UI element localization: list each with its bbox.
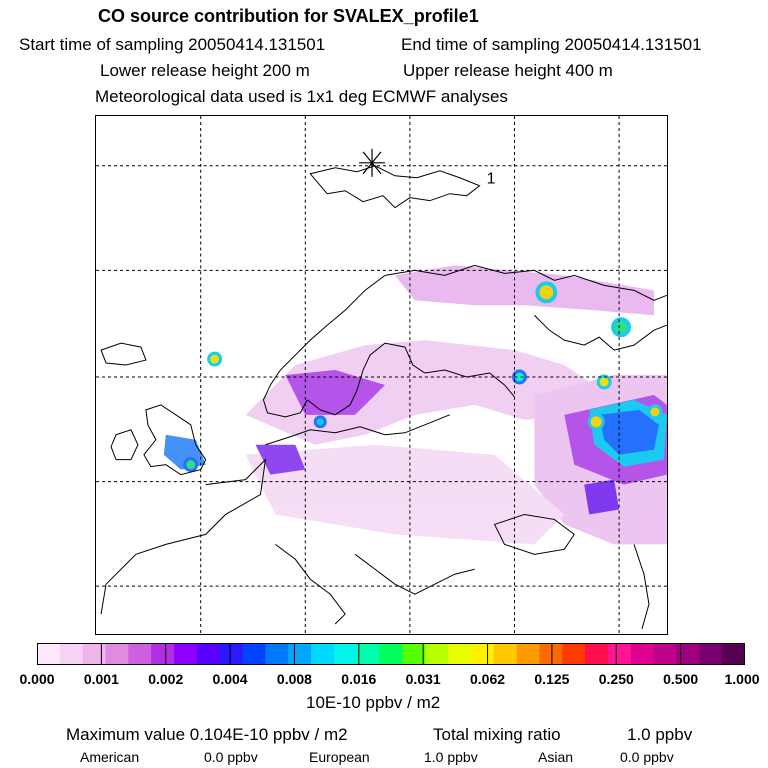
colorbar-swatch	[333, 643, 358, 665]
colorbar-swatch	[128, 643, 152, 665]
plume-lowcountries	[255, 444, 306, 475]
plume-core-blue	[599, 409, 659, 455]
colorbar-swatch	[653, 643, 677, 665]
colorbar-swatch	[242, 643, 266, 665]
colorbar-swatch	[311, 643, 335, 665]
start-time-label: Start time of sampling 20050414.131501	[19, 35, 326, 54]
coastline-caspian	[633, 544, 650, 630]
colorbar-swatch	[174, 643, 198, 665]
colorbar-swatch	[425, 643, 449, 665]
coastlines	[100, 165, 667, 630]
colorbar-border	[37, 643, 745, 665]
page-title: CO source contribution for SVALEX_profil…	[98, 6, 479, 26]
colorbar-swatch	[676, 643, 700, 665]
lower-height-label: Lower release height 200 m	[100, 61, 310, 80]
hotspot-white-sea	[611, 317, 632, 338]
colorbar-swatch	[448, 643, 472, 665]
colorbar-tick-label: 0.500	[663, 671, 699, 687]
colorbar-tick-label: 0.125	[534, 671, 570, 687]
hotspot-denmark	[313, 415, 327, 429]
hotspot-russia-east	[647, 404, 663, 420]
hotspot-moscow	[587, 413, 605, 431]
colorbar-swatch	[699, 643, 723, 665]
colorbar-swatch	[82, 643, 107, 665]
hotspot-uk	[183, 457, 199, 473]
coastline-uk	[143, 404, 207, 476]
marker-label: 1	[487, 171, 496, 188]
colorbar-swatch	[630, 643, 655, 665]
colorbar-swatch	[585, 643, 609, 665]
asian-label: Asian	[538, 749, 574, 765]
colorbar-swatch	[105, 643, 129, 665]
colorbar-tick-label: 1.000	[724, 671, 760, 687]
hotspot-norway-west	[207, 351, 223, 367]
colorbar-swatch	[562, 643, 586, 665]
colorbar-swatch	[37, 643, 61, 665]
colorbar-tick-label: 0.000	[19, 671, 55, 687]
colorbar-swatch	[196, 643, 221, 665]
graticule	[96, 116, 667, 634]
coastline-black-sea	[493, 513, 575, 555]
colorbar-tick-label: 0.002	[148, 671, 184, 687]
colorbar-swatch	[265, 643, 289, 665]
upper-height-label: Upper release height 400 m	[403, 61, 613, 80]
total-mixing-value: 1.0 ppbv	[627, 725, 693, 744]
coastline-baltic-south	[265, 414, 450, 446]
plume-scandinavia	[245, 340, 595, 445]
colorbar-swatch	[539, 643, 563, 665]
hotspot-kola	[535, 281, 558, 304]
end-time-label: End time of sampling 20050414.131501	[401, 35, 702, 54]
colorbar-swatch	[219, 643, 244, 665]
european-label: European	[309, 749, 370, 765]
colorbar	[37, 643, 745, 665]
colorbar-tick-label: 0.004	[212, 671, 248, 687]
coastline-sweden-finland	[306, 342, 515, 416]
plume-arctic-coast	[394, 265, 654, 316]
plume-south	[245, 444, 565, 545]
coastline-north-cape	[384, 264, 667, 301]
colorbar-swatch	[470, 643, 495, 665]
american-label: American	[80, 749, 140, 765]
colorbar-swatch	[402, 643, 426, 665]
map-panel: 1	[95, 115, 668, 635]
colorbar-tick-label: 0.250	[598, 671, 634, 687]
asian-value: 0.0 ppbv	[620, 749, 674, 765]
met-data-label: Meteorological data used is 1x1 deg ECMW…	[95, 87, 508, 106]
colorbar-tick-label: 0.016	[341, 671, 377, 687]
colorbar-tick-label: 0.008	[276, 671, 312, 687]
colorbar-swatch	[722, 643, 745, 665]
colorbar-swatch	[59, 643, 84, 665]
colorbar-swatch	[151, 643, 175, 665]
colorbar-swatch	[607, 643, 632, 665]
colorbar-swatch	[288, 643, 312, 665]
coastline-ireland	[110, 429, 139, 461]
coastline-white-sea	[534, 314, 667, 351]
total-mixing-label: Total mixing ratio	[433, 725, 561, 744]
hotspot-finland	[511, 369, 527, 385]
coastline-balkans	[354, 553, 475, 595]
colorbar-tick-label: 0.031	[405, 671, 441, 687]
american-value: 0.0 ppbv	[204, 749, 258, 765]
colorbar-tick-label: 0.062	[470, 671, 506, 687]
european-value: 1.0 ppbv	[424, 749, 478, 765]
colorbar-swatch	[379, 643, 403, 665]
coastline-france-spain	[100, 458, 267, 615]
coastline-iceland	[100, 342, 147, 366]
coastline-norway	[262, 274, 386, 418]
max-value-label: Maximum value 0.104E-10 ppbv / m2	[66, 725, 348, 744]
colorbar-tick-label: 0.001	[83, 671, 119, 687]
plume-lower-russia	[584, 479, 620, 515]
release-point-star-icon	[359, 148, 385, 177]
colorbar-swatch	[516, 643, 540, 665]
hotspot-russia-north	[596, 374, 612, 390]
colorbar-unit: 10E-10 ppbv / m2	[306, 693, 441, 712]
concentration-field	[163, 265, 667, 545]
colorbar-swatch	[493, 643, 518, 665]
colorbar-swatch	[356, 643, 381, 665]
